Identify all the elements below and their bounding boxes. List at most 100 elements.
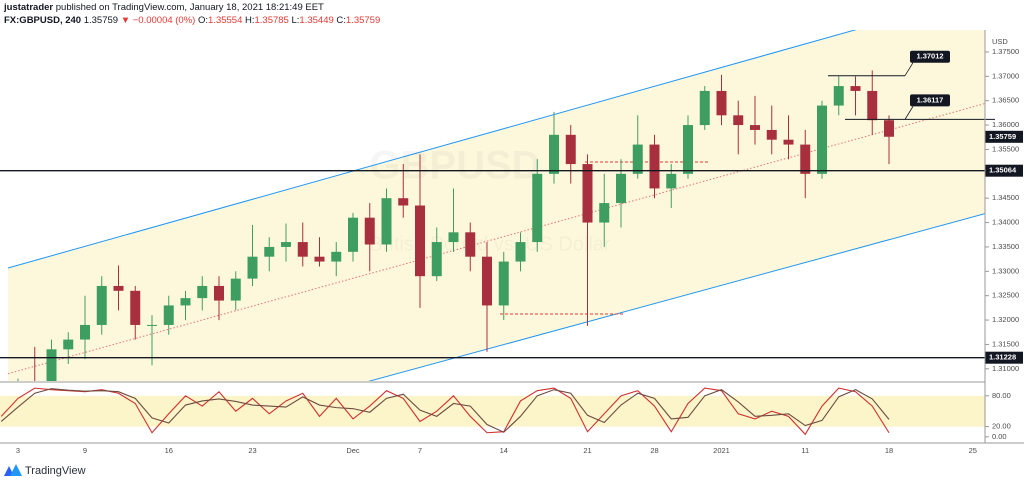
y-tick-label: 1.35500 <box>992 144 1019 153</box>
callout-connector <box>904 106 914 120</box>
published: published on TradingView.com, January 18… <box>55 2 324 13</box>
candle-body <box>565 134 576 165</box>
callout-box <box>910 50 950 63</box>
levels: 1.37012 1.36117 1.35064 1.31228 1.35759 <box>0 50 1023 364</box>
candle-body <box>465 232 476 257</box>
y-tick-label: 1.32500 <box>992 291 1019 300</box>
candle-body <box>716 90 727 116</box>
x-tick-label: 16 <box>165 446 173 455</box>
candle-body <box>817 105 827 174</box>
footer-brand: TradingView <box>25 465 86 477</box>
ohlc-label: C: <box>336 15 346 26</box>
ohlc-label: O: <box>197 15 209 26</box>
candle-body <box>666 173 677 189</box>
y-tick-label: 20.00 <box>992 422 1011 431</box>
last-price-label: 1.35759 <box>989 132 1016 141</box>
candle-body <box>750 125 760 130</box>
x-tick-label: 18 <box>885 446 893 455</box>
candle-body <box>130 290 141 325</box>
x-tick-label: 2021 <box>713 446 730 455</box>
x-tick-label: 21 <box>583 446 591 455</box>
candle-body <box>884 120 894 137</box>
x-tick-label: 23 <box>248 446 256 455</box>
candle-body <box>264 246 275 257</box>
candle-body <box>733 115 744 126</box>
x-tick-label: 28 <box>650 446 658 455</box>
candle-body <box>616 173 626 204</box>
ohlc-value: 1.35449 <box>299 15 334 26</box>
stoch-lines <box>0 387 890 436</box>
ohlc-value: 1.35554 <box>208 15 243 26</box>
publish-line: justatrader published on TradingView.com… <box>4 1 380 14</box>
channel-upper <box>7 30 857 269</box>
channel-lower <box>368 213 985 381</box>
ohlc-high: H:1.35785 <box>245 15 289 26</box>
candle-body <box>46 349 57 381</box>
price-label: 1.31228 <box>989 353 1016 362</box>
candle-body <box>766 129 777 140</box>
x-tick-label: 9 <box>83 446 87 455</box>
ohlc-label: L: <box>291 15 300 26</box>
y-tick-label: 80.00 <box>992 391 1011 400</box>
ohlc-value: 1.35785 <box>254 15 289 26</box>
callout-box <box>910 94 950 107</box>
time-axis: 3 9 16 23 Dec 7 14 21 28 2021 11 18 25 <box>16 446 977 455</box>
candle-body <box>381 198 392 245</box>
author: justatrader <box>4 2 54 13</box>
ohlc-value: 1.35759 <box>345 15 381 26</box>
logo-mark <box>10 464 22 476</box>
price-box <box>985 351 1023 364</box>
y-tick-label: 1.31500 <box>992 339 1019 348</box>
stochastic-pane: 80.00 20.000.00 <box>0 387 1011 441</box>
stoch-line <box>0 387 890 436</box>
price-label: 1.35064 <box>989 166 1017 175</box>
candle-body <box>800 144 811 174</box>
x-tick-label: 14 <box>500 446 508 455</box>
candle-body <box>163 305 174 325</box>
candle-body <box>247 256 258 279</box>
candle-body <box>783 139 794 145</box>
candle-body <box>532 173 543 243</box>
y-tick-label: 1.34500 <box>992 193 1019 202</box>
header: justatrader published on TradingView.com… <box>4 1 380 27</box>
candle-body <box>147 324 157 326</box>
stoch-band <box>0 395 985 427</box>
candle-body <box>281 242 291 247</box>
watermark-description: British Pound vs. US Dollar <box>369 233 611 255</box>
footer-logo: TradingView <box>4 464 86 477</box>
candle-body <box>80 324 90 340</box>
last-price-box <box>985 130 1023 143</box>
x-tick-label: 3 <box>16 446 20 455</box>
candle-body <box>431 242 442 277</box>
candle-body <box>314 256 325 262</box>
y-tick-label: 1.33000 <box>992 266 1019 275</box>
watermark-symbol: GBPUSD <box>369 144 540 188</box>
candles <box>17 70 894 381</box>
candle-body <box>850 86 861 91</box>
candle-body <box>632 144 643 174</box>
ohlc-low: L:1.35449 <box>291 15 333 26</box>
candle-body <box>867 90 878 121</box>
y-tick-label: 1.36000 <box>992 120 1019 129</box>
candle-body <box>63 339 74 350</box>
candle-body <box>599 203 610 223</box>
x-tick-label: Dec <box>346 446 360 455</box>
candle-body <box>331 251 342 262</box>
stoch-line <box>0 388 890 433</box>
candle-body <box>348 217 358 252</box>
y-tick-label: 1.33500 <box>992 242 1019 251</box>
candle-body <box>415 205 425 277</box>
candle-body <box>649 144 660 189</box>
candle-body <box>498 261 509 306</box>
currency-label: USD <box>992 37 1008 46</box>
ohlc-open: O:1.35554 <box>198 15 242 26</box>
candle-body <box>549 134 559 174</box>
candle-body <box>448 232 459 243</box>
x-tick-label: 25 <box>969 446 977 455</box>
x-tick-label: 11 <box>801 446 809 455</box>
candle-body <box>180 298 191 306</box>
candle-body <box>113 285 124 291</box>
candle-body <box>96 285 107 325</box>
